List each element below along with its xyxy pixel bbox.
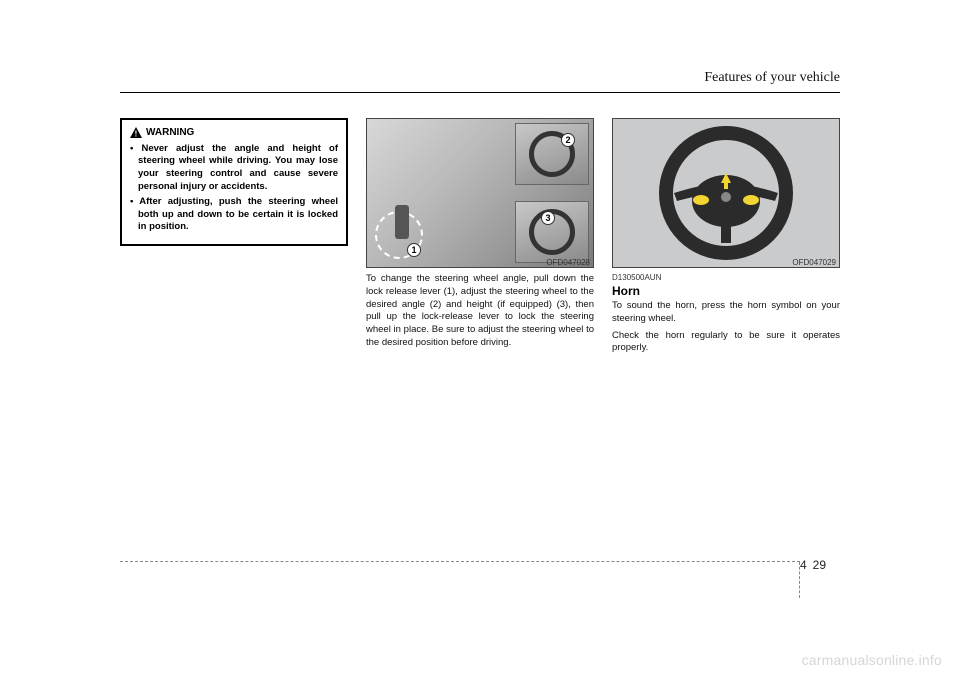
release-lever-icon <box>395 205 409 239</box>
page-number-value: 29 <box>813 558 826 572</box>
steering-adjust-figure: 1 2 3 <box>366 118 594 268</box>
section-title: Features of your vehicle <box>704 70 840 86</box>
figure-inset-bottom <box>515 201 589 263</box>
steering-instructions: To change the steering wheel angle, pull… <box>366 273 594 350</box>
figure-code: OFD047029 <box>612 258 836 267</box>
header-rule <box>120 92 840 93</box>
column-2: 1 2 3 OFD047028 To change the steering w… <box>366 118 594 355</box>
page-number: 4 29 <box>800 558 826 572</box>
warning-triangle-icon: ! <box>130 127 142 138</box>
warning-box: ! WARNING Never adjust the angle and hei… <box>120 118 348 246</box>
callout-2: 2 <box>561 133 575 147</box>
callout-1: 1 <box>407 243 421 257</box>
warning-list: Never adjust the angle and height of ste… <box>130 143 338 235</box>
section-number: 4 <box>800 558 807 572</box>
reference-code: D130500AUN <box>612 273 840 282</box>
column-1: ! WARNING Never adjust the angle and hei… <box>120 118 348 355</box>
column-3: OFD047029 D130500AUN Horn To sound the h… <box>612 118 840 355</box>
horn-figure <box>612 118 840 268</box>
figure-code: OFD047028 <box>366 258 590 267</box>
content-columns: ! WARNING Never adjust the angle and hei… <box>120 118 840 355</box>
horn-heading: Horn <box>612 284 840 298</box>
figure-inset-top <box>515 123 589 185</box>
warning-title-text: WARNING <box>146 126 194 140</box>
horn-text-1: To sound the horn, press the horn symbol… <box>612 300 840 326</box>
warning-item: After adjusting, push the steering wheel… <box>130 196 338 234</box>
warning-item: Never adjust the angle and height of ste… <box>130 143 338 194</box>
callout-3: 3 <box>541 211 555 225</box>
horn-text-2: Check the horn regularly to be sure it o… <box>612 330 840 356</box>
steering-wheel-icon <box>651 123 801 263</box>
svg-text:!: ! <box>135 130 138 139</box>
warning-title-row: ! WARNING <box>130 126 338 140</box>
watermark: carmanualsonline.info <box>802 652 942 668</box>
footer-rule <box>120 561 800 562</box>
